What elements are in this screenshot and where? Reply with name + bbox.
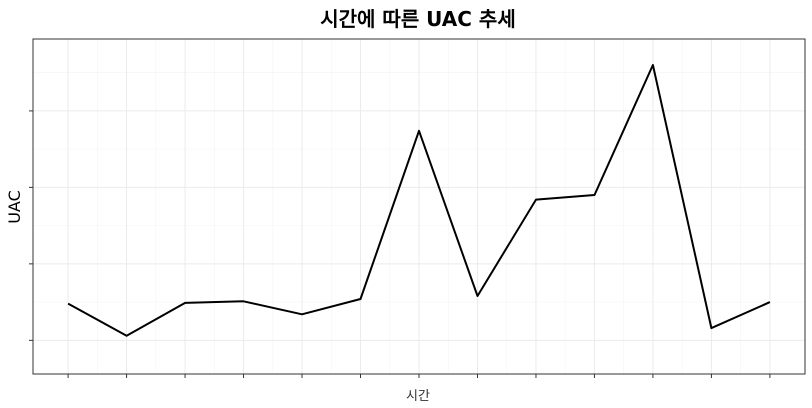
y-axis-label: UAC — [5, 190, 24, 224]
grid-major-vertical — [67, 39, 771, 374]
uac-series-points — [67, 64, 771, 336]
y-axis-ticks — [29, 110, 33, 341]
grid-minor-vertical — [97, 39, 741, 374]
x-axis-ticks — [67, 374, 771, 378]
grid-major-horizontal — [33, 110, 805, 341]
chart-title: 시간에 따른 UAC 추세 — [320, 7, 515, 31]
x-axis-label: 시간 — [406, 389, 430, 404]
